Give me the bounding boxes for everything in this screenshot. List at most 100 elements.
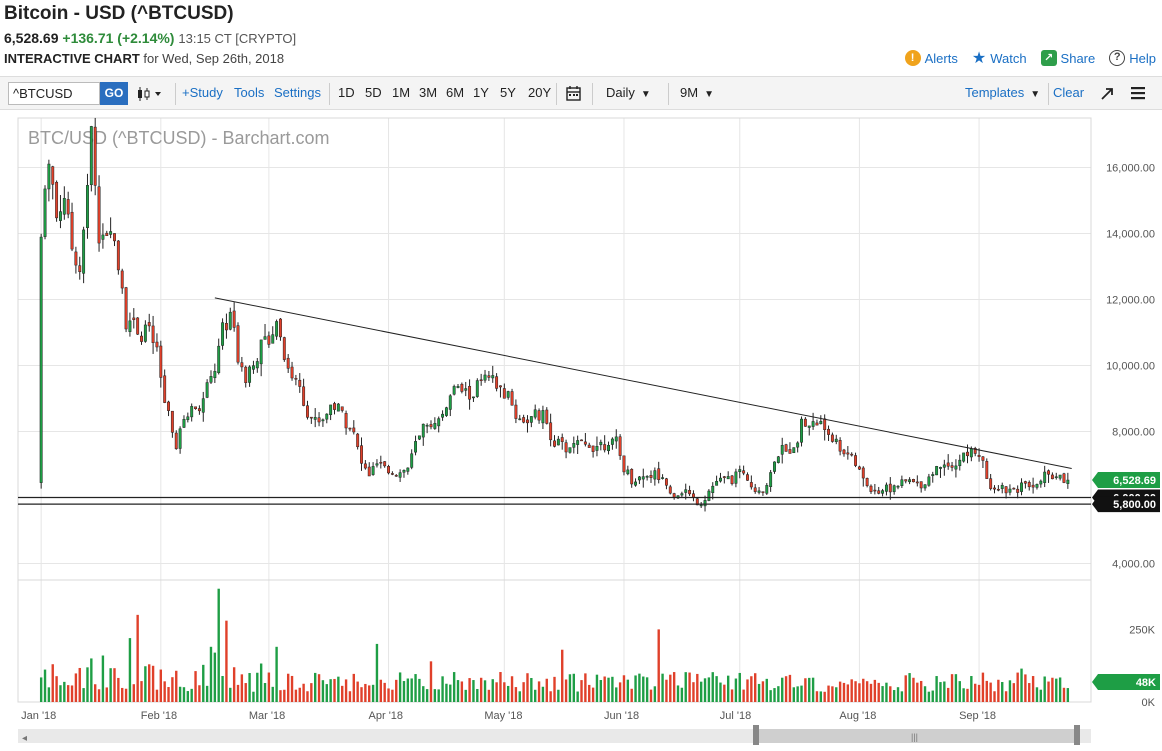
candle-body bbox=[865, 478, 869, 486]
volume-bar bbox=[534, 689, 537, 702]
candlestick bbox=[873, 483, 877, 495]
candlestick bbox=[553, 435, 556, 448]
range-button-1m[interactable]: 1M bbox=[392, 85, 411, 100]
period-select[interactable]: 9M ▼ bbox=[680, 85, 714, 100]
volume-bar bbox=[275, 646, 278, 702]
range-button-5y[interactable]: 5Y bbox=[500, 85, 516, 100]
candle-body bbox=[857, 466, 861, 470]
candlestick bbox=[830, 432, 834, 443]
price-chart[interactable]: BTC/USD (^BTCUSD) - Barchart.com 16,000.… bbox=[0, 110, 1162, 746]
chart-area[interactable]: BTC/USD (^BTCUSD) - Barchart.com 16,000.… bbox=[0, 110, 1162, 746]
candlestick bbox=[197, 405, 201, 415]
go-button[interactable]: GO bbox=[100, 82, 128, 105]
candlestick bbox=[587, 442, 591, 448]
volume-bar bbox=[1028, 683, 1031, 702]
tools-button[interactable]: Tools bbox=[234, 85, 265, 100]
candlestick bbox=[47, 159, 51, 202]
volume-bar bbox=[452, 672, 456, 702]
settings-button[interactable]: Settings bbox=[274, 85, 321, 100]
volume-bar bbox=[472, 680, 475, 702]
candle-body bbox=[213, 371, 217, 379]
candle-body bbox=[661, 477, 665, 479]
candle-body bbox=[854, 455, 858, 466]
candle-body bbox=[545, 409, 549, 424]
templates-select[interactable]: Templates ▼ bbox=[965, 85, 1040, 100]
volume-bar bbox=[862, 678, 865, 702]
candlestick bbox=[915, 475, 919, 487]
volume-bar bbox=[669, 674, 672, 702]
range-button-1y[interactable]: 1Y bbox=[473, 85, 489, 100]
candlestick bbox=[803, 417, 807, 427]
scrollbar[interactable]: ||| ◂ bbox=[18, 725, 1091, 745]
candle-body bbox=[294, 378, 298, 380]
clear-button[interactable]: Clear bbox=[1053, 85, 1085, 100]
volume-bar bbox=[981, 672, 985, 702]
candle-body bbox=[514, 404, 518, 419]
candle-body bbox=[437, 418, 441, 427]
candlestick bbox=[993, 485, 996, 494]
candlestick bbox=[572, 436, 576, 454]
candle-body bbox=[881, 490, 885, 494]
candle-body bbox=[194, 406, 197, 409]
candle-body bbox=[379, 461, 383, 464]
candlestick bbox=[780, 437, 784, 464]
range-button-5d[interactable]: 5D bbox=[365, 85, 382, 100]
volume-bar bbox=[1062, 687, 1066, 702]
time-tick-label: Sep '18 bbox=[959, 710, 996, 722]
volume-bar bbox=[537, 681, 541, 702]
watch-button[interactable]: ★ Watch bbox=[972, 48, 1027, 68]
volume-bar bbox=[688, 672, 691, 702]
candle-body bbox=[977, 454, 981, 457]
chart-type-candlestick-icon[interactable] bbox=[136, 86, 166, 102]
candle-body bbox=[1035, 484, 1039, 488]
candlestick bbox=[757, 487, 761, 495]
candlestick bbox=[506, 390, 510, 400]
calendar-icon[interactable] bbox=[566, 85, 581, 101]
candlestick bbox=[792, 447, 796, 454]
symbol-input[interactable] bbox=[8, 82, 100, 105]
candle-body bbox=[773, 461, 776, 472]
range-button-6m[interactable]: 6M bbox=[446, 85, 465, 100]
help-button[interactable]: ? Help bbox=[1109, 48, 1156, 68]
candle-body bbox=[850, 453, 854, 456]
candlestick bbox=[734, 468, 738, 488]
volume-bar bbox=[240, 674, 244, 702]
candle-body bbox=[973, 448, 977, 454]
candlestick bbox=[317, 412, 321, 427]
candlestick bbox=[360, 437, 363, 471]
candlestick bbox=[59, 195, 62, 229]
interval-select[interactable]: Daily ▼ bbox=[606, 85, 651, 100]
volume-bar bbox=[225, 620, 228, 702]
candlestick bbox=[637, 475, 641, 485]
range-button-20y[interactable]: 20Y bbox=[528, 85, 552, 100]
candle-body bbox=[726, 476, 730, 480]
volume-bar bbox=[186, 691, 190, 702]
candlestick bbox=[1016, 485, 1020, 499]
subtitle-date: for Wed, Sep 26th, 2018 bbox=[139, 51, 285, 66]
range-button-3m[interactable]: 3M bbox=[419, 85, 438, 100]
candlestick bbox=[1039, 479, 1043, 488]
menu-icon[interactable] bbox=[1130, 86, 1146, 100]
candlestick bbox=[556, 435, 560, 446]
candle-body bbox=[912, 479, 915, 483]
alerts-button[interactable]: ! Alerts bbox=[904, 48, 958, 68]
candlestick bbox=[151, 315, 155, 354]
range-button-1d[interactable]: 1D bbox=[338, 85, 355, 100]
candlestick bbox=[865, 477, 869, 488]
candlestick bbox=[1066, 472, 1070, 489]
candle-body bbox=[610, 438, 614, 445]
study-button[interactable]: +Study bbox=[182, 85, 223, 100]
candlestick bbox=[240, 356, 244, 372]
candlestick bbox=[186, 412, 190, 423]
share-button[interactable]: ↗ Share bbox=[1040, 48, 1095, 68]
volume-bar bbox=[1001, 682, 1004, 702]
candlestick bbox=[923, 484, 927, 491]
candle-body bbox=[147, 322, 151, 327]
expand-icon[interactable] bbox=[1100, 87, 1114, 101]
volume-bar bbox=[132, 684, 135, 702]
candle-body bbox=[259, 339, 263, 365]
candle-body bbox=[298, 379, 302, 387]
volume-bar bbox=[850, 679, 853, 702]
candlestick bbox=[89, 125, 93, 192]
candlestick bbox=[699, 502, 703, 509]
